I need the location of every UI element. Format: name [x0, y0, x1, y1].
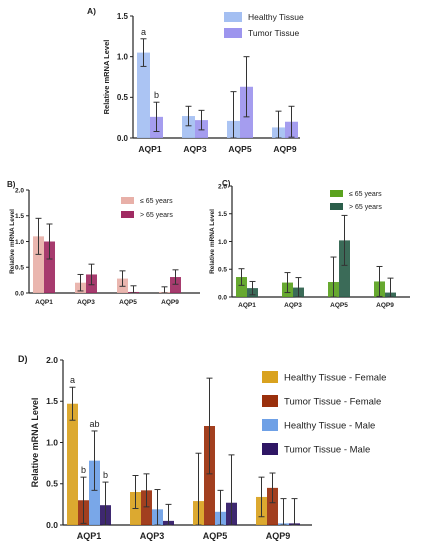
y-tick-label: 1.0 — [218, 239, 227, 246]
y-tick-label: 2.0 — [218, 183, 227, 190]
legend-label: Healthy Tissue - Male — [284, 420, 375, 431]
legend-label: ≤ 65 years — [349, 191, 382, 198]
x-tick-label: AQP5 — [119, 299, 137, 306]
significance-label: a — [70, 375, 75, 385]
legend-swatch — [121, 197, 134, 204]
legend-swatch — [262, 443, 278, 455]
y-tick-label: 0.5 — [15, 265, 24, 272]
legend-swatch — [262, 395, 278, 407]
y-tick-label: 1.0 — [117, 52, 129, 61]
y-tick-label: 1.5 — [15, 213, 24, 220]
legend-label: Tumor Tissue — [248, 28, 299, 38]
bar-aqp9-s2 — [170, 277, 181, 293]
y-tick-label: 0.0 — [15, 290, 24, 297]
significance-label: b — [154, 90, 159, 100]
y-axis-label: Relative mRNA Level — [209, 209, 216, 274]
legend-label: Healthy Tissue — [248, 12, 304, 22]
x-tick-label: AQP9 — [161, 299, 179, 306]
x-tick-label: AQP5 — [203, 531, 228, 541]
y-tick-label: 1.0 — [15, 239, 24, 246]
significance-label: a — [141, 27, 146, 37]
bar-aqp1-s1 — [137, 52, 150, 138]
x-tick-label: AQP9 — [273, 144, 296, 154]
legend-label: Healthy Tissue - Female — [284, 372, 386, 383]
x-tick-label: AQP3 — [140, 531, 165, 541]
legend-swatch — [224, 28, 242, 38]
y-tick-label: 0.5 — [117, 93, 129, 102]
y-tick-label: 0.0 — [218, 294, 227, 301]
panel-label: D) — [18, 354, 28, 364]
x-tick-label: AQP1 — [238, 302, 256, 309]
y-tick-label: 2.0 — [46, 355, 58, 365]
bar-aqp5-s2 — [339, 240, 350, 297]
bar-aqp3-s1 — [182, 116, 195, 138]
x-tick-label: AQP3 — [183, 144, 206, 154]
chart-panel-4: D) 0.0 0.5 1.0 1.5 2.0 Relative mRNA Level AQP1… — [18, 354, 386, 541]
y-tick-label: 0.0 — [117, 134, 129, 143]
legend-label: > 65 years — [140, 212, 173, 219]
significance-label: ab — [89, 419, 99, 429]
x-tick-label: AQP9 — [266, 531, 291, 541]
bar-aqp1-s1 — [236, 277, 247, 297]
bar-aqp1-s1 — [67, 403, 78, 525]
x-tick-label: AQP1 — [77, 531, 102, 541]
x-tick-label: AQP3 — [284, 302, 302, 309]
legend-swatch — [262, 371, 278, 383]
bar-aqp9-s2 — [267, 487, 278, 525]
y-tick-label: 0.5 — [218, 267, 227, 274]
legend-label: > 65 years — [349, 204, 382, 211]
legend-swatch — [121, 211, 134, 218]
legend-label: Tumor Tissue - Female — [284, 396, 381, 407]
significance-label: b — [81, 465, 86, 475]
panel-label: A) — [87, 6, 96, 16]
legend-swatch — [330, 203, 343, 210]
legend-swatch — [330, 190, 343, 197]
chart-panel-2: B) 0.0 0.5 1.0 1.5 2.0 Relative mRNA Level AQP1… — [7, 180, 200, 306]
x-tick-label: AQP1 — [35, 299, 53, 306]
panel-label: B) — [7, 180, 16, 189]
x-tick-label: AQP5 — [228, 144, 251, 154]
bar-aqp1-s3 — [89, 460, 100, 525]
legend-swatch — [262, 419, 278, 431]
bar-aqp5-s2 — [204, 426, 215, 525]
y-tick-label: 2.0 — [15, 187, 24, 194]
legend-label: ≤ 65 years — [140, 198, 173, 205]
y-axis-label: Relative mRNA Level — [9, 209, 16, 274]
significance-label: b — [103, 470, 108, 480]
chart-panel-3: C) 0.0 0.5 1.0 1.5 2.0 Relative mRNA Level AQP1… — [209, 179, 410, 309]
y-tick-label: 1.5 — [46, 396, 58, 406]
bar-aqp1-s2 — [44, 241, 55, 293]
x-tick-label: AQP9 — [376, 302, 394, 309]
legend-swatch — [224, 12, 242, 22]
x-tick-label: AQP3 — [77, 299, 95, 306]
bar-aqp3-s2 — [141, 490, 152, 525]
y-tick-label: 1.5 — [117, 12, 129, 21]
x-tick-label: AQP1 — [138, 144, 161, 154]
chart-panel-1: A) 0.0 0.5 1.0 1.5 Relative mRNA Level AQP1 AQP… — [87, 6, 304, 154]
y-axis-label: Relative mRNA Level — [102, 40, 111, 115]
y-tick-label: 1.5 — [218, 211, 227, 218]
panel-label: C) — [222, 179, 231, 188]
legend-label: Tumor Tissue - Male — [284, 444, 370, 455]
y-tick-label: 0.0 — [46, 520, 58, 530]
bar-aqp1-s1 — [33, 236, 44, 293]
y-tick-label: 0.5 — [46, 479, 58, 489]
y-axis-label: Relative mRNA Level — [30, 398, 40, 488]
x-tick-label: AQP5 — [330, 302, 348, 309]
y-tick-label: 1.0 — [46, 437, 58, 447]
